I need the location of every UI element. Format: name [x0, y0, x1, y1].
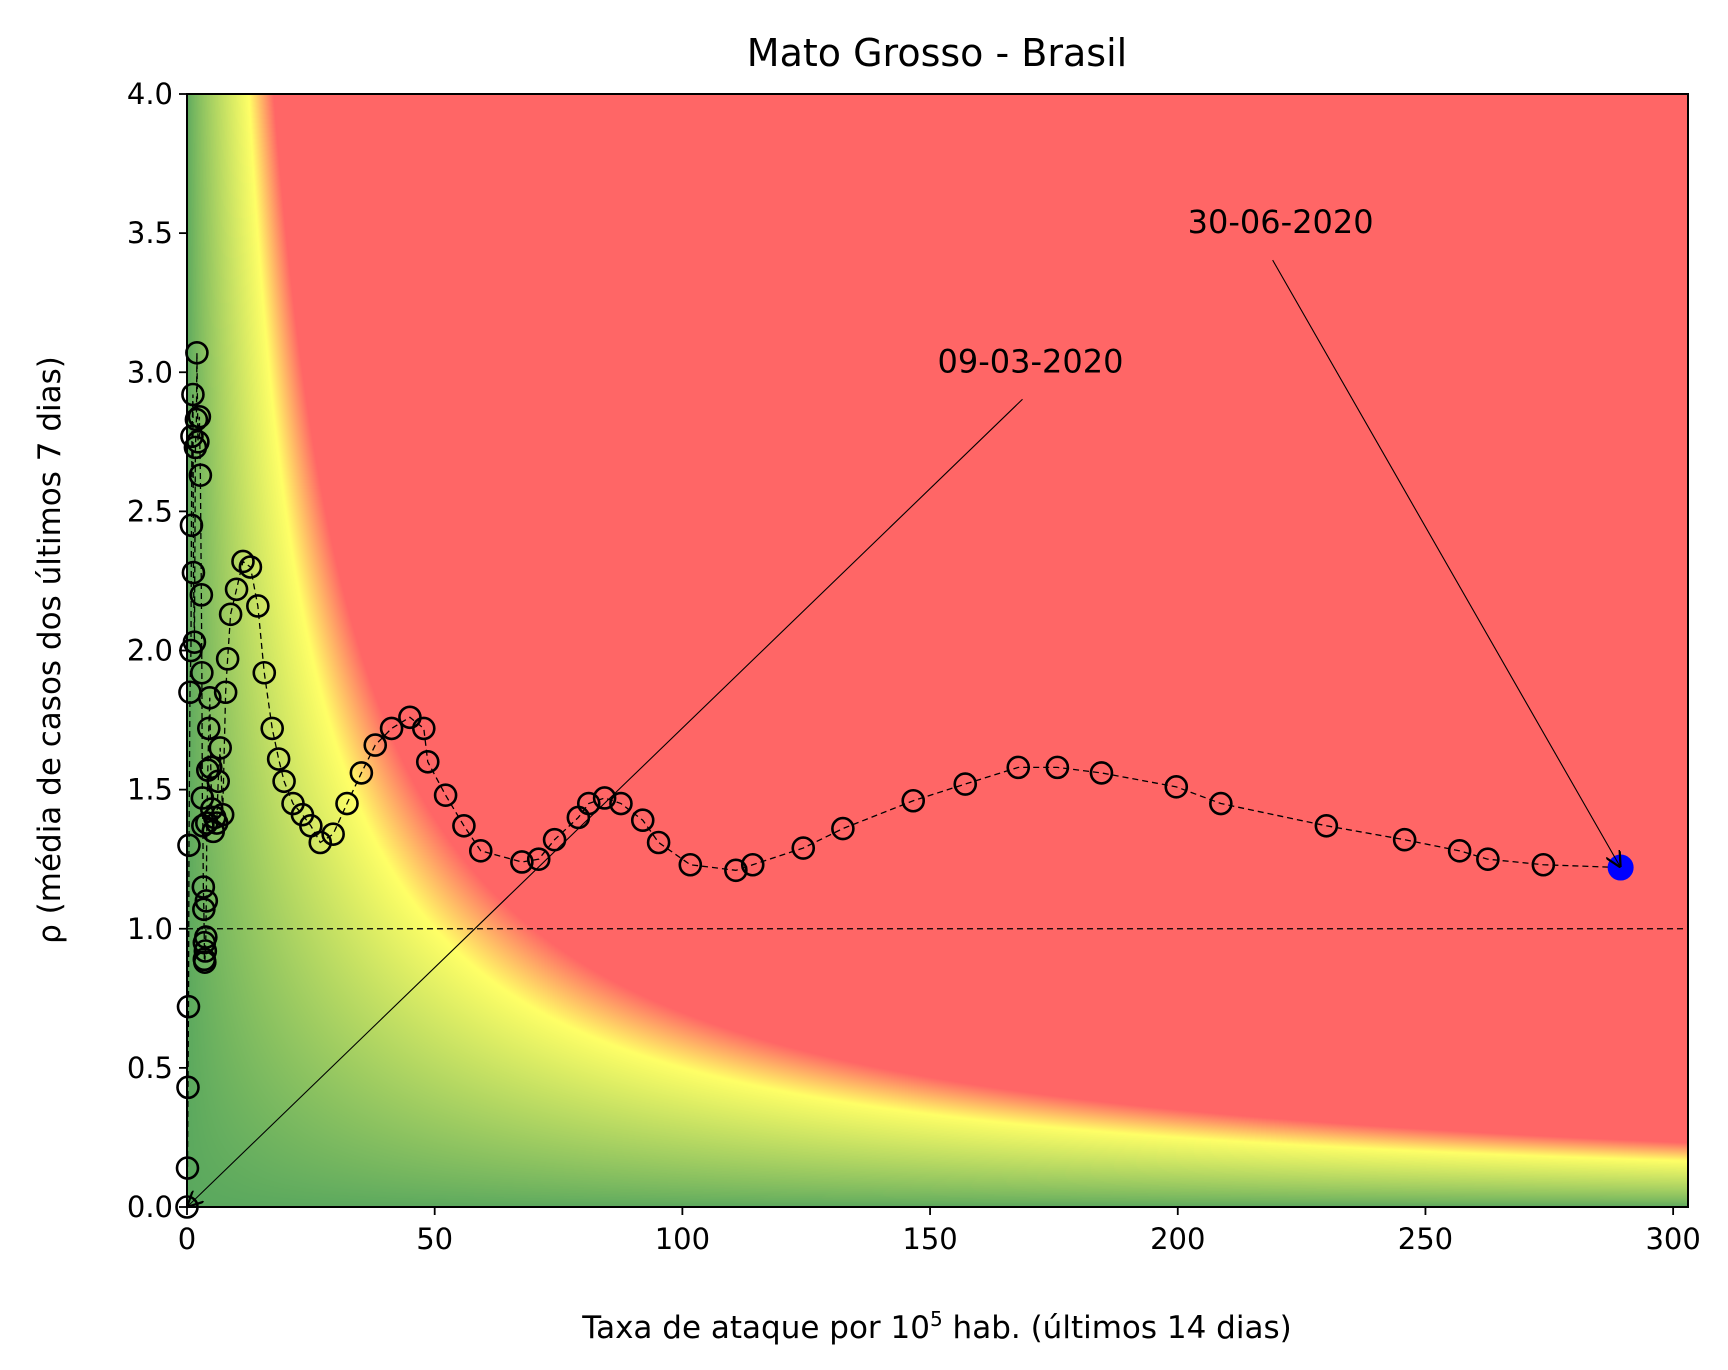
- y-tick-label: 2.5: [127, 494, 173, 528]
- data-point: [224, 577, 249, 602]
- data-point: [791, 836, 816, 860]
- y-tick-label: 0.0: [127, 1190, 173, 1224]
- x-tick-label: 200: [1150, 1222, 1205, 1256]
- y-tick-label: 1.5: [127, 773, 173, 807]
- y-axis: 0.0 0.5 1.0 1.5 2.0 2.5 3.0 3.5 4.0: [127, 77, 187, 1224]
- data-point: [181, 382, 205, 407]
- data-point: [740, 852, 765, 877]
- data-point: [724, 858, 748, 883]
- data-point: [218, 602, 243, 627]
- data-point: [379, 716, 404, 741]
- annotation-label: 09-03-2020: [938, 342, 1124, 380]
- x-tick-label: 0: [178, 1222, 196, 1256]
- x-axis: 0 50 100 150 200 250 300: [178, 1207, 1701, 1256]
- data-point: [181, 560, 206, 585]
- y-tick-label: 4.0: [127, 77, 173, 111]
- data-point: [592, 786, 617, 810]
- data-point: [206, 769, 231, 794]
- data-point: [335, 791, 359, 816]
- data-point: [646, 830, 671, 855]
- data-point: [210, 802, 235, 827]
- data-point: [179, 513, 204, 538]
- data-point: [1314, 813, 1339, 838]
- data-point: [349, 761, 374, 785]
- data-point: [452, 813, 476, 838]
- data-point: [468, 839, 493, 863]
- data-point: [1089, 761, 1114, 785]
- y-tick-label: 0.5: [127, 1051, 173, 1085]
- data-point: [321, 822, 345, 846]
- trajectory-marker-layer: [175, 340, 1634, 1219]
- data-point: [196, 716, 221, 741]
- y-tick-label: 3.0: [127, 355, 173, 389]
- data-point: [188, 463, 213, 488]
- x-tick-label: 100: [655, 1222, 710, 1256]
- risk-background-heatmap: [187, 94, 1688, 1207]
- data-point: [510, 850, 534, 874]
- data-point: [197, 686, 222, 710]
- data-point: [246, 594, 270, 618]
- data-point: [542, 827, 567, 852]
- annotation-label: 30-06-2020: [1188, 203, 1374, 241]
- data-point: [678, 852, 703, 877]
- data-point: [266, 747, 291, 771]
- data-point: [363, 733, 388, 757]
- data-point: [272, 769, 296, 794]
- data-point: [1006, 755, 1031, 780]
- x-tick-label: 250: [1398, 1222, 1453, 1256]
- data-point: [208, 736, 232, 760]
- data-point: [194, 925, 218, 949]
- data-point: [182, 630, 207, 654]
- data-point: [187, 404, 212, 429]
- annotation-arrow: [1272, 259, 1621, 867]
- annotation-layer: 09-03-2020 30-06-2020: [187, 203, 1621, 1207]
- data-point: [260, 716, 285, 741]
- data-point: [213, 680, 238, 705]
- data-point: [238, 555, 263, 579]
- data-point: [526, 847, 551, 871]
- data-point: [193, 950, 217, 974]
- annotation-arrow: [187, 398, 1023, 1207]
- data-point: [198, 755, 223, 780]
- data-point: [308, 830, 333, 855]
- data-point: [415, 749, 440, 774]
- data-point: [189, 583, 214, 607]
- data-point: [177, 833, 201, 858]
- y-tick-label: 1.0: [127, 912, 173, 946]
- data-point: [1447, 839, 1472, 863]
- data-point: [411, 716, 436, 741]
- x-axis-label-superscript: 5: [930, 1307, 943, 1331]
- data-point: [953, 772, 978, 796]
- data-point: [1531, 852, 1556, 877]
- data-point: [252, 660, 277, 685]
- data-point: [1476, 847, 1500, 871]
- x-tick-label: 150: [902, 1222, 957, 1256]
- y-axis-label: ρ (média de casos dos últimos 7 dias): [32, 356, 68, 944]
- data-point: [215, 647, 240, 671]
- y-tick-label: 3.5: [127, 216, 173, 250]
- data-point: [630, 808, 655, 833]
- x-tick-label: 300: [1645, 1222, 1700, 1256]
- data-point: [1164, 775, 1189, 799]
- x-axis-label: Taxa de ataque por 105 hab. (últimos 14 …: [581, 1307, 1291, 1346]
- x-tick-label: 50: [416, 1222, 453, 1256]
- y-tick-label: 2.0: [127, 634, 173, 668]
- data-point: [1045, 755, 1070, 780]
- data-point: [193, 939, 218, 963]
- data-point: [433, 783, 458, 807]
- data-point: [231, 549, 255, 574]
- data-point: [176, 994, 201, 1019]
- data-point: [1392, 827, 1417, 852]
- data-point: [194, 889, 219, 913]
- data-point: [184, 407, 209, 432]
- data-point: [609, 791, 633, 816]
- data-point: [901, 788, 926, 813]
- data-point: [190, 660, 214, 685]
- data-point: [1209, 791, 1233, 816]
- data-point: [576, 791, 601, 816]
- chart-title: Mato Grosso - Brasil: [747, 31, 1127, 75]
- data-point: [831, 816, 855, 841]
